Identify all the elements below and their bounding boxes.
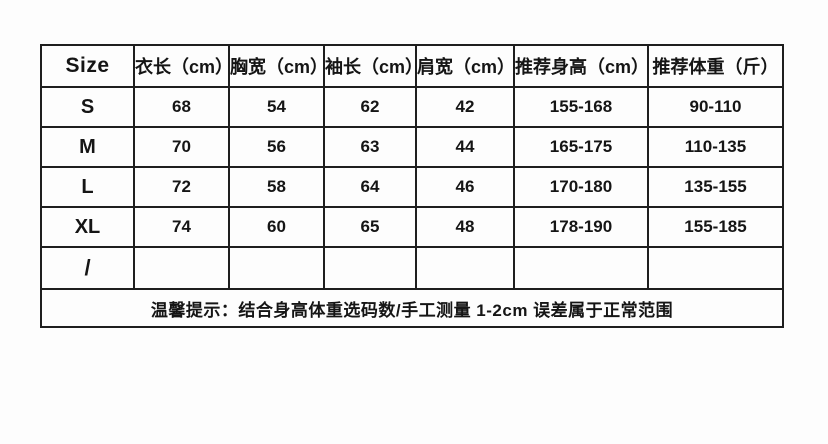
size-chart-table: Size 衣长（cm） 胸宽（cm） 袖长（cm） 肩宽（cm） 推荐身高（cm… (40, 44, 784, 328)
table-row-empty: / (40, 246, 784, 290)
size-cell: / (40, 246, 135, 290)
data-cell: 178-190 (513, 206, 649, 248)
data-cell: 60 (228, 206, 325, 248)
data-cell: 62 (323, 86, 417, 128)
note-row: 温馨提示：结合身高体重选码数/手工测量 1-2cm 误差属于正常范围 (40, 288, 784, 328)
data-cell: 64 (323, 166, 417, 208)
data-cell: 46 (415, 166, 515, 208)
data-cell: 90-110 (647, 86, 784, 128)
header-cell-garment-length: 衣长（cm） (133, 44, 230, 88)
data-cell (323, 246, 417, 290)
data-cell (513, 246, 649, 290)
data-cell: 44 (415, 126, 515, 168)
data-cell (415, 246, 515, 290)
data-cell: 68 (133, 86, 230, 128)
data-cell: 72 (133, 166, 230, 208)
data-cell (133, 246, 230, 290)
header-cell-size: Size (40, 44, 135, 88)
size-cell: XL (40, 206, 135, 248)
header-cell-recommended-height: 推荐身高（cm） (513, 44, 649, 88)
data-cell: 155-168 (513, 86, 649, 128)
header-cell-shoulder-width: 肩宽（cm） (415, 44, 515, 88)
note-cell: 温馨提示：结合身高体重选码数/手工测量 1-2cm 误差属于正常范围 (40, 288, 784, 328)
data-cell (228, 246, 325, 290)
data-cell: 110-135 (647, 126, 784, 168)
table-row-m: M 70 56 63 44 165-175 110-135 (40, 126, 784, 168)
data-cell: 135-155 (647, 166, 784, 208)
data-cell: 42 (415, 86, 515, 128)
header-cell-sleeve-length: 袖长（cm） (323, 44, 417, 88)
header-cell-recommended-weight: 推荐体重（斤） (647, 44, 784, 88)
data-cell (647, 246, 784, 290)
size-cell: S (40, 86, 135, 128)
table-row-xl: XL 74 60 65 48 178-190 155-185 (40, 206, 784, 248)
data-cell: 74 (133, 206, 230, 248)
data-cell: 170-180 (513, 166, 649, 208)
data-cell: 56 (228, 126, 325, 168)
data-cell: 65 (323, 206, 417, 248)
data-cell: 155-185 (647, 206, 784, 248)
data-cell: 63 (323, 126, 417, 168)
header-cell-chest-width: 胸宽（cm） (228, 44, 325, 88)
data-cell: 58 (228, 166, 325, 208)
data-cell: 48 (415, 206, 515, 248)
data-cell: 165-175 (513, 126, 649, 168)
table-row-s: S 68 54 62 42 155-168 90-110 (40, 86, 784, 128)
size-cell: L (40, 166, 135, 208)
size-cell: M (40, 126, 135, 168)
data-cell: 70 (133, 126, 230, 168)
data-cell: 54 (228, 86, 325, 128)
header-row: Size 衣长（cm） 胸宽（cm） 袖长（cm） 肩宽（cm） 推荐身高（cm… (40, 44, 784, 88)
table-row-l: L 72 58 64 46 170-180 135-155 (40, 166, 784, 208)
